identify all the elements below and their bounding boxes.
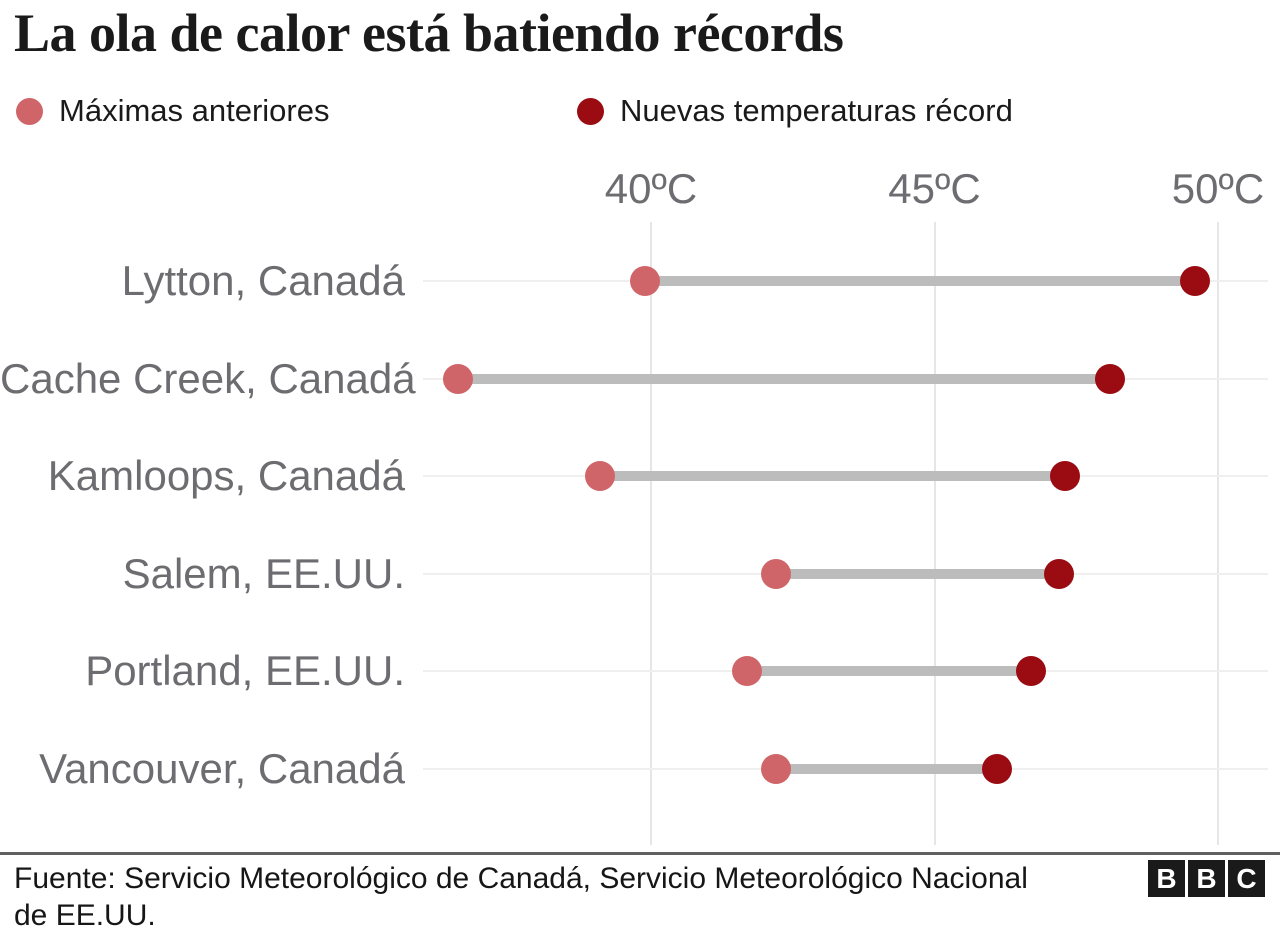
dumbbell-connector [747,666,1031,677]
new-record-dot [1049,461,1080,492]
new-record-dot [981,754,1012,784]
previous-max-dot [760,558,791,589]
chart-title: La ola de calor está batiendo récords [14,3,844,63]
legend-item-record: Nuevas temperaturas récord [577,92,1013,130]
new-record-dot-icon [577,97,604,125]
new-record-dot [1015,656,1046,687]
x-gridline-40 [650,222,652,845]
bbc-logo-block-b: B [1148,860,1185,897]
row-label: Portland, EE.UU. [85,647,405,695]
row-label: Salem, EE.UU. [122,549,405,597]
row-label: Lytton, Canadá [121,257,405,304]
row-label: Cache Creek, Canadá [0,354,416,402]
legend-item-previous: Máximas anteriores [16,92,329,130]
x-tick-label-50: 50ºC [1171,165,1265,212]
x-gridline-50 [1217,222,1219,845]
x-tick-label-45: 45ºC [888,165,981,212]
bbc-logo-block-b: B [1188,860,1225,897]
legend-label-previous: Máximas anteriores [59,93,330,128]
dumbbell-connector [775,568,1060,579]
dumbbell-connector [599,471,1065,482]
footer-separator [0,852,1280,855]
row-label: Kamloops, Canadá [47,452,405,500]
x-gridline-45 [933,222,936,845]
previous-max-dot [443,363,474,394]
new-record-dot [1044,558,1075,589]
previous-max-dot [732,656,763,687]
row-label: Vancouver, Canadá [39,745,405,792]
new-record-dot [1180,266,1211,296]
previous-max-dot [630,266,661,296]
new-record-dot [1095,363,1126,394]
legend-label-record: Nuevas temperaturas récord [620,93,1013,128]
previous-max-dot-icon [16,97,43,125]
previous-max-dot [760,754,791,784]
dumbbell-connector [645,276,1196,286]
x-tick-label-40: 40ºC [604,165,698,212]
source-text: Fuente: Servicio Meteorológico de Canadá… [14,862,1028,932]
bbc-logo-block-c: C [1228,860,1265,897]
dumbbell-connector [458,373,1111,384]
previous-max-dot [584,461,615,492]
dumbbell-connector [775,764,997,774]
